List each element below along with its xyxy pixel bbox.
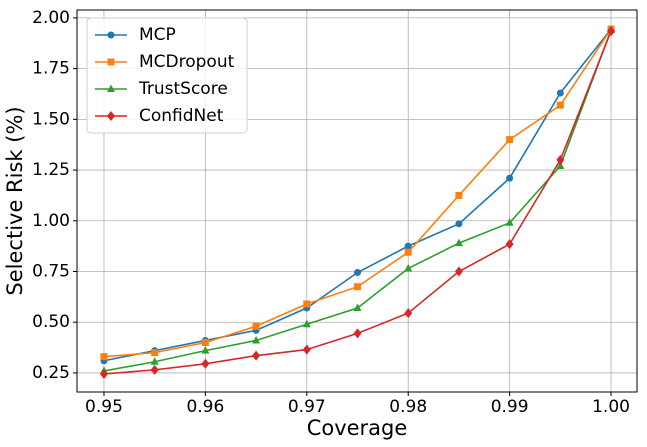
x-tick-label: 0.97 — [288, 397, 326, 417]
marker — [505, 218, 514, 226]
marker — [455, 191, 463, 199]
plot-frame — [76, 9, 638, 393]
y-axis-label: Selective Risk (%) — [3, 106, 27, 295]
y-tick-label: 1.00 — [32, 211, 70, 231]
y-tick-label: 0.25 — [32, 363, 70, 383]
marker — [150, 357, 159, 365]
marker — [556, 161, 565, 170]
legend-text: TrustScore — [138, 79, 228, 99]
marker — [353, 303, 362, 312]
marker — [556, 101, 564, 109]
marker — [505, 239, 514, 250]
y-tick-label: 1.75 — [32, 59, 70, 79]
marker — [252, 335, 261, 344]
marker — [100, 353, 108, 361]
marker — [107, 84, 115, 92]
marker — [201, 339, 209, 347]
y-tick-label: 0.50 — [32, 312, 70, 332]
x-tick-label: 0.98 — [389, 397, 427, 417]
marker — [107, 31, 115, 39]
marker — [252, 350, 261, 361]
marker — [302, 344, 311, 355]
y-tick-label: 0.75 — [32, 261, 70, 281]
x-tick-label: 0.96 — [186, 397, 224, 417]
marker — [607, 26, 616, 37]
marker — [404, 263, 413, 272]
marker — [107, 58, 115, 66]
marker — [556, 154, 565, 165]
marker — [506, 174, 514, 182]
marker — [404, 308, 413, 319]
marker — [404, 242, 412, 250]
marker — [303, 300, 311, 308]
marker — [353, 328, 362, 339]
marker — [454, 238, 463, 247]
y-tick-label: 2.00 — [32, 8, 70, 28]
x-tick-label: 0.99 — [491, 397, 529, 417]
marker — [252, 322, 260, 330]
marker — [506, 136, 514, 144]
x-axis-label: Coverage — [307, 416, 408, 440]
x-tick-label: 1.00 — [592, 397, 630, 417]
legend-box — [86, 17, 248, 134]
marker — [302, 319, 311, 328]
legend-text: MCP — [139, 25, 176, 45]
y-tick-label: 1.50 — [32, 109, 70, 129]
x-tick-label: 0.95 — [85, 397, 123, 417]
marker — [201, 358, 210, 369]
marker — [151, 349, 159, 357]
marker — [556, 89, 564, 97]
y-tick-label: 1.25 — [32, 160, 70, 180]
marker — [99, 368, 108, 379]
legend-text: ConfidNet — [139, 106, 224, 126]
legend-text: MCDropout — [139, 52, 235, 72]
marker — [454, 266, 463, 277]
marker — [107, 111, 115, 121]
marker — [455, 220, 463, 228]
marker — [354, 269, 362, 277]
marker — [201, 346, 210, 354]
marker — [354, 283, 362, 291]
marker — [404, 248, 412, 256]
marker — [150, 364, 159, 375]
